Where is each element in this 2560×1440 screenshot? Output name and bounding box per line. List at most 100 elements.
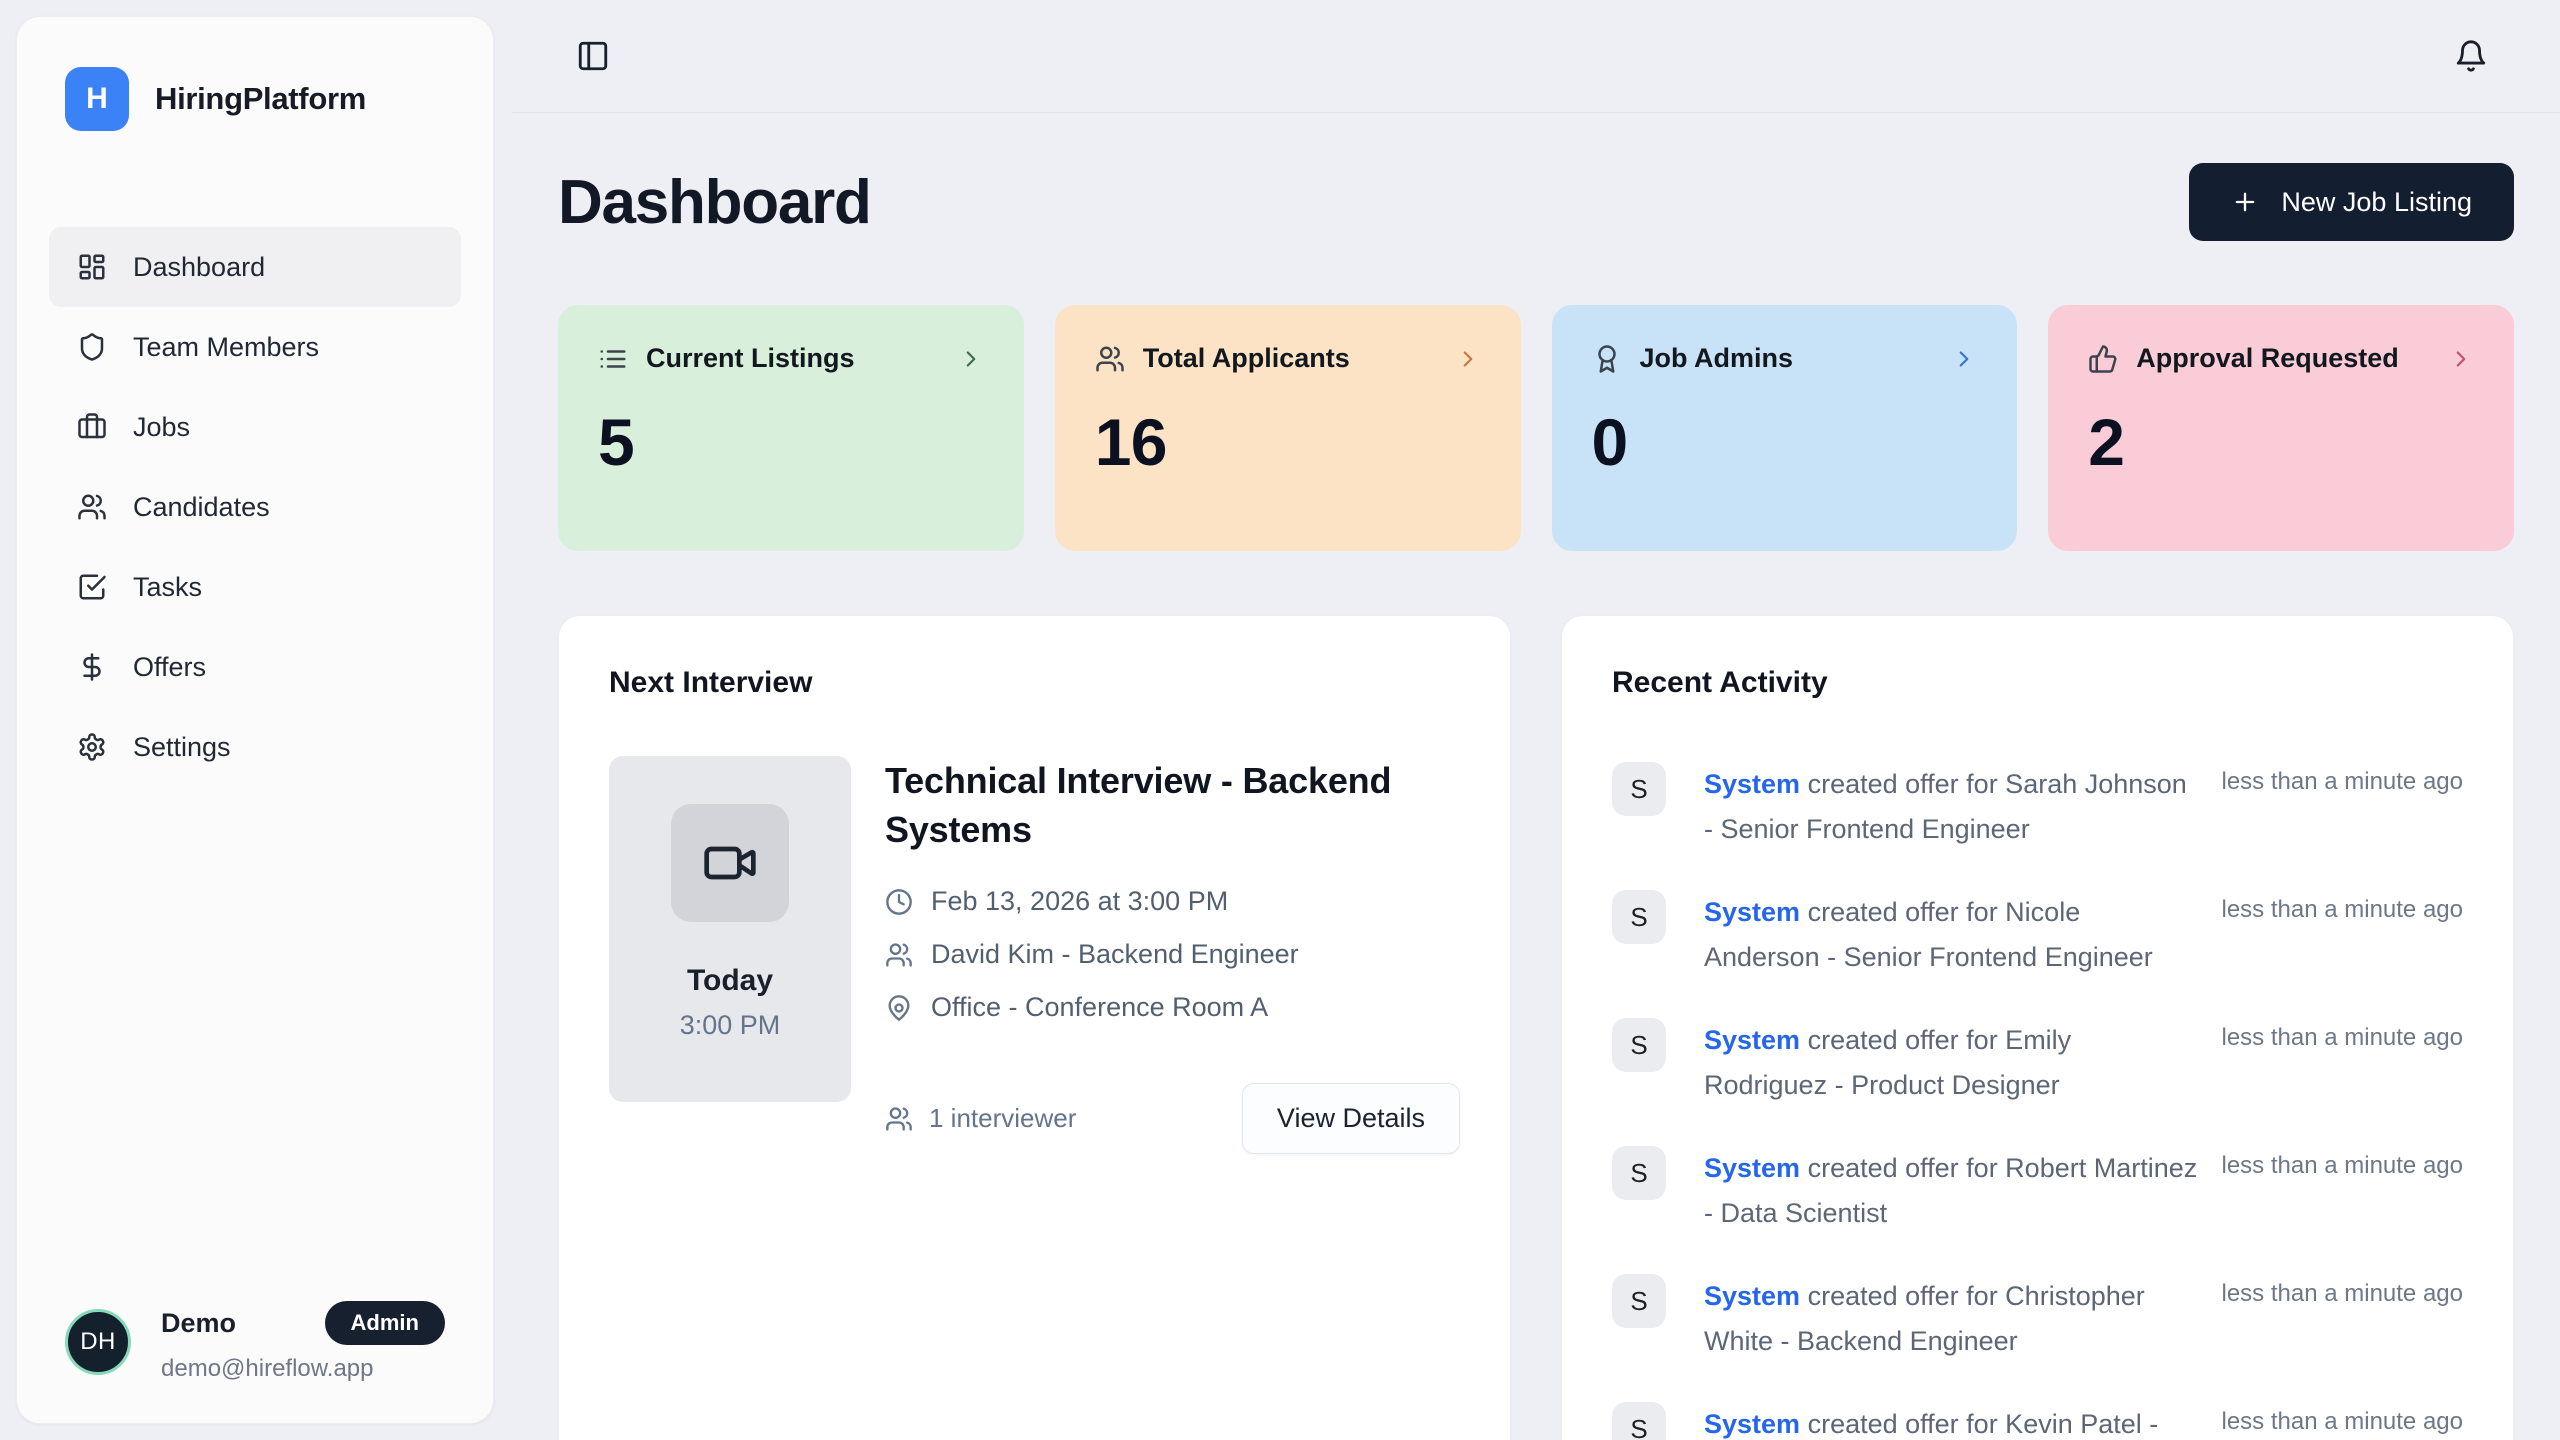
interview-datetime: Feb 13, 2026 at 3:00 PM — [931, 886, 1229, 916]
sidebar-item-jobs[interactable]: Jobs — [49, 387, 461, 467]
video-icon — [671, 804, 789, 922]
activity-item: S System created offer for Sarah Johnson … — [1612, 762, 2463, 852]
interview-time: 3:00 PM — [679, 1010, 781, 1040]
stat-card-total-applicants[interactable]: Total Applicants 16 — [1054, 305, 1521, 551]
activity-list: S System created offer for Sarah Johnson … — [1612, 762, 2463, 1440]
activity-avatar: S — [1612, 1274, 1666, 1328]
stat-value: 2 — [2088, 405, 2125, 479]
sidebar-item-tasks[interactable]: Tasks — [49, 547, 461, 627]
interview-day: Today — [686, 964, 774, 997]
activity-actor-link[interactable]: System — [1704, 769, 1801, 799]
chevron-right-icon — [1455, 346, 1481, 372]
sidebar-item-label: Tasks — [133, 571, 203, 602]
activity-timestamp: less than a minute ago — [2221, 1152, 2464, 1179]
activity-text: System created offer for Nicole Anderson… — [1704, 897, 2153, 972]
sidebar-item-label: Team Members — [133, 331, 320, 362]
sidebar-item-offers[interactable]: Offers — [49, 627, 461, 707]
sidebar: H HiringPlatform Dashboard Team Members Jo… — [16, 16, 494, 1424]
activity-text: System created offer for Robert Martinez… — [1704, 1153, 2198, 1228]
stats-row: Current Listings 5 Total Applicants 16 Job A… — [558, 305, 2514, 551]
interviewers-count: 1 interviewer — [929, 1103, 1077, 1133]
sidebar-item-team-members[interactable]: Team Members — [49, 307, 461, 387]
interview-job-title: Technical Interview - Backend Systems — [885, 760, 1392, 850]
activity-timestamp: less than a minute ago — [2221, 1024, 2464, 1051]
activity-avatar: S — [1612, 762, 1666, 816]
chevron-right-icon — [1951, 346, 1977, 372]
role-badge: Admin — [324, 1301, 445, 1345]
sidebar-nav: Dashboard Team Members Jobs Candidates Tasks… — [49, 227, 461, 787]
dashboard-icon — [77, 252, 107, 282]
sidebar-item-label: Candidates — [133, 491, 270, 522]
activity-actor-link[interactable]: System — [1704, 1409, 1801, 1439]
users-icon — [885, 941, 913, 969]
gear-icon — [77, 732, 107, 762]
plus-icon — [2231, 188, 2259, 216]
stat-card-current-listings[interactable]: Current Listings 5 — [558, 305, 1024, 551]
interviewers-icon — [885, 1105, 913, 1133]
sidebar-item-candidates[interactable]: Candidates — [49, 467, 461, 547]
activity-actor-link[interactable]: System — [1704, 1025, 1801, 1055]
recent-activity-title: Recent Activity — [1612, 666, 1828, 699]
sidebar-item-label: Settings — [133, 731, 231, 762]
stat-label: Current Listings — [646, 343, 855, 373]
activity-item: S System created offer for Christopher Wh… — [1612, 1274, 2463, 1364]
stat-label: Job Admins — [1639, 343, 1794, 373]
users-icon — [77, 492, 107, 522]
activity-text: System created offer for Christopher Whi… — [1704, 1281, 2145, 1356]
activity-avatar: S — [1612, 1018, 1666, 1072]
users-icon — [1095, 344, 1125, 374]
notifications-bell-icon[interactable] — [2454, 39, 2488, 73]
sidebar-item-settings[interactable]: Settings — [49, 707, 461, 787]
recent-activity-panel: Recent Activity S System created offer fo… — [1561, 615, 2514, 1440]
sidebar-item-label: Dashboard — [133, 251, 266, 282]
page-title: Dashboard — [558, 167, 872, 237]
dollar-icon — [77, 652, 107, 682]
new-job-listing-button[interactable]: New Job Listing — [2189, 163, 2514, 241]
activity-timestamp: less than a minute ago — [2221, 768, 2464, 795]
interview-candidate: David Kim - Backend Engineer — [931, 939, 1299, 969]
interview-location: Office - Conference Room A — [931, 992, 1269, 1022]
stat-value: 16 — [1094, 405, 1168, 479]
activity-item: S System created offer for Nicole Anderso… — [1612, 890, 2463, 980]
avatar: DH — [65, 1309, 131, 1375]
stat-value: 5 — [598, 405, 635, 479]
app-name: HiringPlatform — [155, 81, 366, 116]
view-details-button[interactable]: View Details — [1241, 1083, 1460, 1154]
list-icon — [598, 344, 628, 374]
activity-timestamp: less than a minute ago — [2221, 896, 2464, 923]
award-icon — [1592, 344, 1622, 374]
stat-card-approval-requested[interactable]: Approval Requested 2 — [2048, 305, 2514, 551]
thumbs-up-icon — [2088, 344, 2118, 374]
activity-timestamp: less than a minute ago — [2221, 1408, 2464, 1435]
sidebar-item-label: Jobs — [133, 411, 191, 442]
stat-label: Total Applicants — [1142, 343, 1350, 373]
sidebar-item-dashboard[interactable]: Dashboard — [49, 227, 461, 307]
next-interview-title: Next Interview — [609, 666, 813, 699]
chevron-right-icon — [2448, 346, 2474, 372]
activity-avatar: S — [1612, 890, 1666, 944]
user-name: Demo — [161, 1307, 237, 1338]
shield-icon — [77, 332, 107, 362]
activity-actor-link[interactable]: System — [1704, 897, 1801, 927]
topbar — [512, 0, 2560, 113]
sidebar-user[interactable]: DH Demo Admin demo@hireflow.app — [49, 1301, 461, 1383]
sidebar-item-label: Offers — [133, 651, 207, 682]
activity-text: System created offer for Emily Rodriguez… — [1704, 1025, 2072, 1100]
next-interview-panel: Next Interview Today 3:00 PM Technical I… — [558, 615, 1511, 1440]
stat-label: Approval Requested — [2136, 343, 2399, 373]
activity-avatar: S — [1612, 1402, 1666, 1440]
activity-text: System created offer for Sarah Johnson -… — [1704, 769, 2187, 844]
app-logo: H — [65, 67, 129, 131]
activity-timestamp: less than a minute ago — [2221, 1280, 2464, 1307]
activity-item: S System created offer for Emily Rodrigue… — [1612, 1018, 2463, 1108]
chevron-right-icon — [958, 346, 984, 372]
activity-actor-link[interactable]: System — [1704, 1281, 1801, 1311]
stat-card-job-admins[interactable]: Job Admins 0 — [1551, 305, 2018, 551]
activity-item: S System created offer for Kevin Patel - … — [1612, 1402, 2463, 1440]
main-area: Dashboard New Job Listing Current Listin… — [512, 0, 2560, 1440]
sidebar-toggle-icon[interactable] — [576, 39, 610, 73]
app-logo-row: H HiringPlatform — [49, 67, 461, 131]
user-email: demo@hireflow.app — [161, 1355, 374, 1382]
activity-actor-link[interactable]: System — [1704, 1153, 1801, 1183]
activity-avatar: S — [1612, 1146, 1666, 1200]
